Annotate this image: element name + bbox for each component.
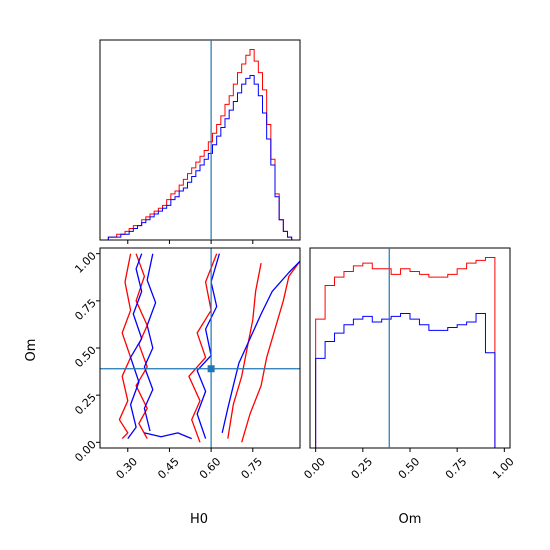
hist-om-series-0-histogram [310, 257, 505, 449]
contour-line-series-0 [227, 262, 262, 439]
hist-om-x-tick-label: 0.75 [443, 455, 470, 482]
hist-h0-series-1-histogram [100, 74, 300, 241]
x-axis-label-h0: H0 [190, 512, 208, 527]
contour-line-series-0 [188, 253, 218, 443]
contour-line-series-1 [127, 253, 143, 439]
contour-lines [118, 253, 300, 443]
contour-y-tick-label: 0.75 [72, 296, 99, 323]
contour-y-tick-label: 0.50 [72, 344, 99, 371]
hist-om-frame [309, 247, 511, 449]
hist-h0-panel [99, 39, 301, 244]
hist-om-panel: 0.00 0.25 0.50 0.75 1.00 [301, 247, 517, 482]
hist-om-x-tick-label: 0.50 [396, 455, 423, 482]
contour-truth-marker [207, 365, 215, 373]
hist-om-x-tick-label: 1.00 [490, 455, 517, 482]
x-axis-label-om: Om [399, 512, 422, 527]
contour-line-series-0 [118, 253, 132, 440]
contour-y-tick-label: 0.00 [72, 438, 99, 465]
y-axis-label-om: Om [24, 339, 39, 362]
contour-x-tick-label: 0.60 [197, 455, 224, 482]
hist-h0-frame [99, 39, 301, 241]
contour-y-tick-label: 0.25 [72, 391, 99, 418]
contour-x-tick-label: 0.75 [239, 455, 266, 482]
hist-om-x-tick-label: 0.25 [349, 455, 376, 482]
contour-line-series-1 [221, 260, 300, 434]
contour-line-series-1 [143, 253, 157, 432]
h0-om-contour-panel: 0.30 0.45 0.60 0.75 0.00 0.25 0.50 0.75 1.00 [72, 247, 301, 482]
contour-y-tick-label: 1.00 [72, 249, 99, 276]
hist-om-x-tick-label: 0.00 [301, 455, 328, 482]
contour-line-series-1 [196, 253, 221, 439]
contour-x-tick-label: 0.45 [155, 455, 182, 482]
contour-x-tick-label: 0.30 [114, 455, 141, 482]
contour-line-series-1 [144, 432, 192, 440]
hist-h0-series-0-histogram [100, 49, 300, 241]
hist-om-series-1-histogram [310, 313, 505, 449]
contour-line-series-0 [241, 260, 300, 443]
contour-line-series-0 [135, 253, 148, 439]
